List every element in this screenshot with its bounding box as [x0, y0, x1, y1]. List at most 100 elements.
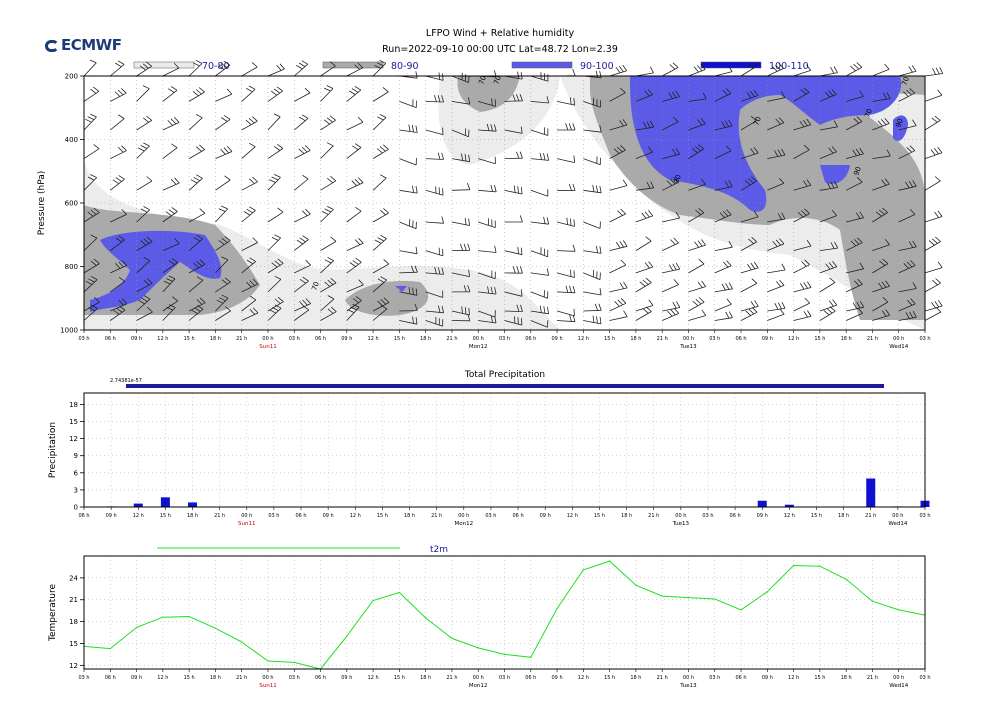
wind-barb	[767, 212, 786, 223]
wind-barb	[635, 120, 655, 131]
wind-barb	[898, 311, 917, 321]
wind-barb	[872, 297, 889, 312]
wind-barb	[241, 278, 259, 293]
wind-barb	[793, 144, 810, 159]
rh-x-tick-label: 15 h	[604, 336, 615, 342]
t2m-x-tick-label: 18 h	[841, 675, 852, 681]
wind-barb	[425, 94, 444, 103]
wind-barb	[346, 296, 362, 312]
wind-barb	[399, 185, 418, 194]
wind-barb	[346, 85, 362, 102]
t2m-point	[766, 591, 768, 593]
precip-bar	[866, 478, 876, 507]
y-tick-label: 800	[65, 263, 78, 271]
wind-barb	[320, 295, 335, 312]
wind-barb	[372, 208, 389, 223]
rh-x-tick-label: 09 h	[131, 336, 142, 342]
t2m-x-day-label: Tue13	[679, 683, 697, 689]
t2m-x-tick-label: 21 h	[446, 675, 457, 681]
wind-barb	[294, 87, 311, 102]
wind-barb	[136, 278, 153, 293]
wind-barb	[241, 295, 257, 312]
wind-barb	[215, 205, 228, 223]
wind-barb	[846, 147, 864, 159]
wind-barb	[188, 259, 206, 274]
wind-barb	[241, 206, 256, 223]
wind-barb	[924, 210, 943, 223]
wind-barb	[478, 270, 496, 280]
wind-barb	[451, 243, 471, 251]
wind-barb	[898, 282, 917, 293]
wind-barb	[793, 297, 811, 312]
wind-barb	[188, 87, 205, 102]
wind-barb	[215, 235, 231, 251]
wind-barb	[740, 210, 759, 223]
rh-x-tick-label: 21 h	[236, 336, 247, 342]
precip-x-tick-label: 18 h	[404, 513, 415, 519]
y-tick-label: 200	[65, 73, 78, 81]
wind-barb	[583, 269, 601, 280]
precip-bar	[133, 503, 143, 507]
wind-barb	[688, 92, 707, 102]
wind-barb	[451, 269, 470, 277]
wind-barb	[793, 310, 812, 321]
t2m-x-day-label: Wed14	[889, 683, 908, 689]
wind-barb	[819, 209, 838, 223]
wind-barb	[399, 265, 418, 274]
rh-x-day-label: Tue13	[679, 344, 697, 350]
t2m-x-tick-label: 00 h	[893, 675, 904, 681]
t2m-x-tick-label: 00 h	[473, 675, 484, 681]
wind-barb	[83, 304, 98, 321]
wind-barb	[162, 296, 179, 312]
wind-barb	[188, 234, 203, 251]
wind-barb	[609, 179, 628, 191]
wind-barb	[872, 280, 890, 293]
precip-x-tick-label: 12 h	[784, 513, 795, 519]
t2m-x-tick-label: 15 h	[814, 675, 825, 681]
wind-barb	[346, 62, 364, 77]
wind-barb	[83, 113, 97, 131]
precip-x-tick-label: 18 h	[187, 513, 198, 519]
wind-barb	[557, 68, 576, 77]
wind-barb	[740, 89, 759, 102]
rh-legend-label: 90-100	[580, 61, 614, 72]
wind-barb	[635, 306, 652, 321]
y-tick-label: 12	[69, 662, 78, 670]
rh-x-tick-label: 06 h	[735, 336, 746, 342]
rh-x-tick-label: 03 h	[919, 336, 930, 342]
wind-barb	[583, 97, 601, 108]
wind-barb	[688, 297, 705, 312]
wind-barb	[110, 145, 127, 159]
wind-barb	[662, 262, 681, 274]
rh-x-day-label: Sun11	[259, 344, 276, 350]
wind-barb	[425, 247, 444, 257]
wind-barb	[819, 181, 839, 191]
wind-barb	[714, 298, 732, 312]
t2m-x-tick-label: 03 h	[499, 675, 510, 681]
t2m-point	[871, 600, 874, 602]
wind-barb	[241, 176, 258, 191]
wind-barb	[346, 237, 364, 251]
rh-x-tick-label: 00 h	[893, 336, 904, 342]
wind-barb	[399, 124, 418, 133]
wind-barb	[583, 245, 602, 254]
wind-barb	[688, 178, 706, 191]
wind-barb	[320, 142, 334, 159]
wind-barb	[399, 71, 418, 79]
y-tick-label: 3	[74, 486, 78, 494]
t2m-point	[714, 598, 716, 600]
t2m-point	[609, 560, 611, 562]
t2m-point	[845, 578, 847, 580]
wind-barb	[714, 260, 732, 274]
wind-barb	[267, 296, 284, 312]
rh-x-tick-label: 15 h	[184, 336, 195, 342]
wind-barb	[504, 316, 523, 326]
wind-barb	[136, 61, 152, 77]
wind-barb	[451, 285, 471, 293]
wind-barb	[346, 257, 362, 274]
wind-barb	[451, 313, 471, 322]
wind-barb	[83, 258, 100, 274]
wind-barb	[425, 186, 444, 196]
wind-barb	[557, 155, 575, 163]
wind-barb	[609, 87, 626, 102]
